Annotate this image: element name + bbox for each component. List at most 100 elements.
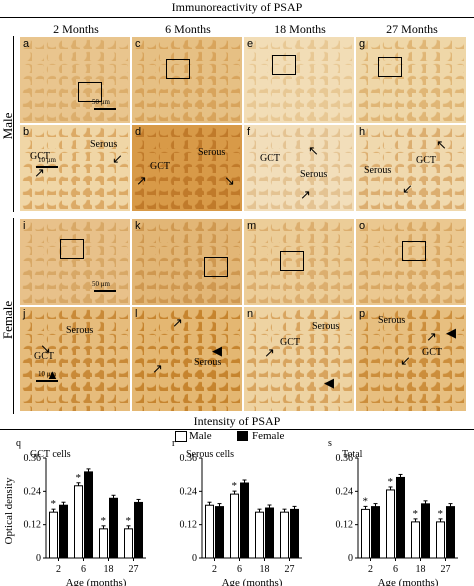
tissue-label-serous: Serous bbox=[194, 357, 222, 368]
panel-letter-d: d bbox=[135, 126, 142, 138]
pointer-arrow: ↗ bbox=[34, 165, 45, 180]
y-tick-label: 0.36 bbox=[336, 453, 354, 464]
pointer-arrow: ↗ bbox=[264, 345, 275, 360]
pointer-arrow: ↙ bbox=[112, 151, 123, 166]
x-tick-label: 2 bbox=[368, 564, 373, 575]
bar-male bbox=[99, 528, 108, 559]
panel-letter-j: j bbox=[23, 308, 26, 320]
x-tick-label: 27 bbox=[441, 564, 451, 575]
bar-female bbox=[371, 506, 380, 559]
micrograph-panel-e: e bbox=[244, 37, 354, 123]
bar-male bbox=[280, 511, 289, 559]
tissue-label-serous: Serous bbox=[198, 147, 226, 158]
significance-marker: * bbox=[363, 495, 369, 507]
panel-letter-b: b bbox=[23, 126, 30, 138]
y-tick-label: 0.24 bbox=[336, 486, 354, 497]
scale-bar-label: 50 μm bbox=[92, 280, 110, 288]
tissue-label-gct: GCT bbox=[280, 337, 300, 348]
panel-letter-o: o bbox=[359, 220, 366, 232]
micrograph-panel-d: d GCT Serous ↗ ↘ bbox=[132, 125, 242, 211]
bar-female bbox=[84, 471, 93, 559]
chart-title: GCT cells bbox=[30, 449, 71, 460]
micrograph-panel-g: g bbox=[356, 37, 466, 123]
tissue-label-gct: GCT bbox=[34, 351, 54, 362]
micrograph-panel-l: l Serous ↗ ↗ ◀ bbox=[132, 307, 242, 411]
bar-male bbox=[124, 528, 133, 559]
y-tick-label: 0.24 bbox=[180, 486, 198, 497]
panel-letter-g: g bbox=[359, 38, 366, 50]
micrograph-panel-c: c bbox=[132, 37, 242, 123]
significance-marker: * bbox=[76, 472, 82, 484]
legend-female-swatch bbox=[237, 431, 248, 441]
bar-female bbox=[215, 506, 224, 559]
x-tick-label: 27 bbox=[129, 564, 139, 575]
micrograph-panel-o: o bbox=[356, 219, 466, 305]
bar-female bbox=[134, 501, 143, 559]
roi-box bbox=[78, 82, 102, 102]
female-bracket bbox=[13, 218, 14, 414]
title-rule bbox=[0, 17, 474, 18]
panel-letter-l: l bbox=[135, 308, 138, 320]
significance-marker: * bbox=[101, 515, 107, 527]
pointer-arrow: ◀ bbox=[446, 325, 456, 340]
pointer-arrow: ↙ bbox=[400, 353, 411, 368]
roi-box bbox=[272, 55, 296, 75]
panel-letter-e: e bbox=[247, 38, 254, 50]
x-tick-label: 18 bbox=[260, 564, 270, 575]
tissue-label-serous: Serous bbox=[364, 165, 392, 176]
pointer-arrow: ▲ bbox=[46, 367, 59, 382]
roi-box bbox=[280, 251, 304, 271]
micrograph-panel-b: b GCT Serous ↗ ↙ 10 μm bbox=[20, 125, 130, 211]
scale-bar-label: 10 μm bbox=[38, 370, 56, 378]
scale-bar bbox=[94, 290, 116, 292]
intensity-title: Intensity of PSAP bbox=[193, 414, 281, 428]
y-tick-label: 0.36 bbox=[24, 453, 42, 464]
chart-panel-letter: r bbox=[172, 440, 176, 449]
bar-female bbox=[240, 482, 249, 559]
micrograph-panel-f: f GCT Serous ↖ ↗ bbox=[244, 125, 354, 211]
micrograph-panel-j: j Serous GCT ↘ ▲ 10 μm bbox=[20, 307, 130, 411]
pointer-arrow: ↗ bbox=[152, 361, 163, 376]
panel-letter-i: i bbox=[23, 220, 26, 232]
y-tick-label: 0.12 bbox=[24, 520, 42, 531]
tissue-label-serous: Serous bbox=[300, 169, 328, 180]
panel-letter-k: k bbox=[135, 220, 141, 232]
pointer-arrow: ◀ bbox=[212, 343, 222, 358]
panel-letter-c: c bbox=[135, 38, 141, 50]
tissue-label-serous: Serous bbox=[312, 321, 340, 332]
x-tick-label: 18 bbox=[416, 564, 426, 575]
bar-female bbox=[396, 476, 405, 559]
bar-female bbox=[290, 508, 299, 559]
pointer-arrow: ↗ bbox=[172, 315, 183, 330]
bar-male bbox=[386, 489, 395, 559]
panel-letter-p: p bbox=[359, 308, 366, 320]
y-tick-label: 0.24 bbox=[24, 486, 42, 497]
y-tick-label: 0.12 bbox=[180, 520, 198, 531]
bar-female bbox=[446, 506, 455, 559]
roi-box bbox=[166, 59, 190, 79]
x-tick-label: 6 bbox=[237, 564, 242, 575]
bar-female bbox=[109, 497, 118, 559]
y-tick-label: 0.36 bbox=[180, 453, 198, 464]
bar-male bbox=[361, 508, 370, 559]
x-tick-label: 6 bbox=[393, 564, 398, 575]
panel-letter-a: a bbox=[23, 38, 30, 50]
pointer-arrow: ↘ bbox=[224, 173, 235, 188]
bar-female bbox=[421, 503, 430, 559]
x-tick-label: 2 bbox=[212, 564, 217, 575]
y-tick-label: 0 bbox=[348, 553, 353, 564]
legend-male-label: Male bbox=[189, 430, 212, 442]
bar-female bbox=[59, 504, 68, 559]
y-tick-label: 0.12 bbox=[336, 520, 354, 531]
x-axis-label: Age (months) bbox=[378, 577, 439, 586]
tissue-label-gct: GCT bbox=[150, 161, 170, 172]
bar-male bbox=[205, 504, 214, 559]
micrograph-panel-i: i 50 μm bbox=[20, 219, 130, 305]
micrograph-panel-n: n Serous GCT ↗ ◀ bbox=[244, 307, 354, 411]
scale-bar-label: 10 μm bbox=[38, 156, 56, 164]
tissue-label-gct: GCT bbox=[260, 153, 280, 164]
chart-title: Total bbox=[342, 449, 363, 460]
chart-title: Serous cells bbox=[186, 449, 234, 460]
tissue-label-serous: Serous bbox=[66, 325, 94, 336]
x-tick-label: 18 bbox=[104, 564, 114, 575]
